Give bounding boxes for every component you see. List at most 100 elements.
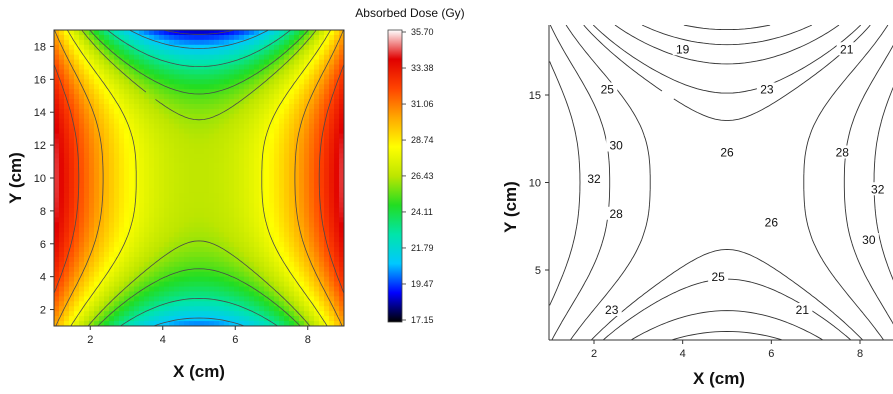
heatmap-cell: [184, 134, 190, 140]
heatmap-cell: [264, 69, 270, 75]
heatmap-cell: [164, 237, 170, 243]
heatmap-cell: [179, 143, 185, 149]
heatmap-cell: [299, 267, 305, 273]
heatmap-cell: [334, 99, 340, 105]
heatmap-cell: [204, 213, 210, 219]
heatmap-cell: [164, 143, 170, 149]
heatmap-cell: [59, 203, 65, 209]
heatmap-cell: [194, 247, 200, 253]
heatmap-cell: [324, 282, 330, 288]
heatmap-cell: [169, 203, 175, 209]
heatmap-cell: [209, 208, 215, 214]
heatmap-cell: [319, 89, 325, 95]
heatmap-cell: [179, 55, 185, 61]
heatmap-cell: [284, 291, 290, 297]
heatmap-cell: [309, 84, 315, 90]
heatmap-cell: [99, 60, 105, 66]
heatmap-cell: [324, 277, 330, 283]
heatmap-cell: [254, 232, 260, 238]
heatmap-cell: [314, 222, 320, 228]
heatmap-cell: [289, 129, 295, 135]
heatmap-cell: [134, 119, 140, 125]
heatmap-cell: [269, 222, 275, 228]
heatmap-cell: [259, 227, 265, 233]
heatmap-cell: [269, 94, 275, 100]
heatmap-cell: [214, 301, 220, 307]
heatmap-cell: [269, 213, 275, 219]
heatmap-cell: [189, 213, 195, 219]
y-tick-label: 4: [40, 272, 46, 284]
heatmap-cell: [189, 139, 195, 145]
heatmap-cell: [124, 306, 130, 312]
heatmap-cell: [124, 30, 130, 36]
heatmap-cell: [194, 188, 200, 194]
heatmap-cell: [209, 222, 215, 228]
heatmap-cell: [79, 69, 85, 75]
heatmap-cell: [104, 134, 110, 140]
heatmap-cell: [169, 267, 175, 273]
heatmap-cell: [264, 94, 270, 100]
heatmap-cell: [169, 139, 175, 145]
heatmap-cell: [229, 89, 235, 95]
heatmap-cell: [139, 109, 145, 115]
heatmap-cell: [219, 94, 225, 100]
heatmap-cell: [64, 74, 70, 80]
heatmap-cell: [334, 188, 340, 194]
heatmap-cell: [234, 129, 240, 135]
heatmap-cell: [259, 296, 265, 302]
heatmap-cell: [239, 272, 245, 278]
heatmap-cell: [199, 262, 205, 268]
heatmap-cell: [104, 277, 110, 283]
heatmap-cell: [234, 69, 240, 75]
heatmap-cell: [259, 242, 265, 248]
heatmap-cell: [234, 282, 240, 288]
heatmap-cell: [184, 55, 190, 61]
heatmap-cell: [244, 188, 250, 194]
heatmap-cell: [189, 45, 195, 51]
heatmap-cell: [124, 143, 130, 149]
heatmap-cell: [84, 247, 90, 253]
heatmap-cell: [69, 79, 75, 85]
heatmap-cell: [299, 277, 305, 283]
heatmap-cell: [199, 114, 205, 120]
heatmap-cell: [224, 129, 230, 135]
heatmap-cell: [249, 109, 255, 115]
heatmap-cell: [114, 232, 120, 238]
heatmap-cell: [69, 208, 75, 214]
heatmap-cell: [249, 173, 255, 179]
heatmap-cell: [239, 65, 245, 71]
heatmap-cell: [309, 168, 315, 174]
heatmap-cell: [104, 158, 110, 164]
heatmap-cell: [124, 45, 130, 51]
heatmap-cell: [304, 134, 310, 140]
heatmap-cell: [69, 217, 75, 223]
heatmap-cell: [199, 287, 205, 293]
heatmap-cell: [304, 193, 310, 199]
heatmap-cell: [224, 208, 230, 214]
heatmap-cell: [59, 109, 65, 115]
heatmap-cell: [129, 291, 135, 297]
heatmap-cell: [219, 74, 225, 80]
heatmap-cell: [154, 35, 160, 41]
heatmap-cell: [229, 114, 235, 120]
heatmap-cell: [254, 124, 260, 130]
heatmap-cell: [304, 222, 310, 228]
heatmap-cell: [89, 208, 95, 214]
heatmap-cell: [179, 227, 185, 233]
heatmap-cell: [234, 222, 240, 228]
heatmap-cell: [249, 242, 255, 248]
heatmap-cell: [69, 178, 75, 184]
heatmap-cell: [144, 173, 150, 179]
heatmap-cell: [74, 99, 80, 105]
heatmap-cell: [254, 40, 260, 46]
heatmap-cell: [119, 84, 125, 90]
heatmap-cell: [174, 198, 180, 204]
heatmap-cell: [334, 129, 340, 135]
heatmap-cell: [254, 203, 260, 209]
heatmap-cell: [254, 242, 260, 248]
heatmap-cell: [319, 267, 325, 273]
heatmap-cell: [119, 65, 125, 71]
heatmap-cell: [184, 183, 190, 189]
heatmap-cell: [64, 153, 70, 159]
heatmap-cell: [119, 311, 125, 317]
